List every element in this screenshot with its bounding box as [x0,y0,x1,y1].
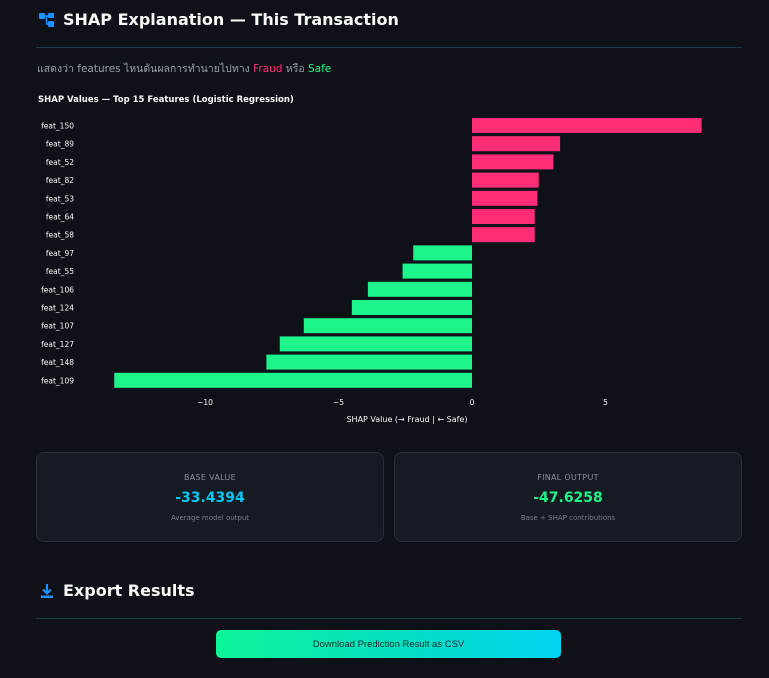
download-csv-button[interactable]: Download Prediction Result as CSV [216,630,561,658]
y-tick-label: feat_124 [41,304,74,313]
export-section-header: Export Results [38,581,195,600]
bar-feat_82 [472,172,539,188]
bar-feat_52 [472,154,554,170]
subtitle-prefix: แสดงว่า features ไหนดันผลการทำนายไปทาง [37,63,254,75]
y-tick-label: feat_89 [46,140,74,149]
final-output-label: FINAL OUTPUT [537,473,599,482]
base-value-label: BASE VALUE [183,473,237,482]
y-tick-label: feat_150 [41,122,74,131]
shap-bar-chart: SHAP Values — Top 15 Features (Logistic … [38,95,702,424]
shap-subtitle: แสดงว่า features ไหนดันผลการทำนายไปทาง F… [37,60,331,77]
subtitle-fraud: Fraud [253,63,283,75]
shap-section-title: SHAP Explanation — This Transaction [63,10,399,29]
base-value-caption: Average model output [170,514,250,522]
chart-xlabel: SHAP Value (→ Fraud | ← Safe) [346,415,467,424]
bar-feat_107 [303,318,472,334]
bar-feat_58 [472,227,535,243]
y-tick-label: feat_55 [46,267,74,276]
divider [36,47,742,48]
final-output-card: FINAL OUTPUT -47.6258 Base + SHAP contri… [394,452,742,542]
download-icon [38,582,56,600]
x-tick-label: 0 [470,398,475,407]
subtitle-safe: Safe [308,63,332,75]
bar-feat_127 [279,336,472,352]
subtitle-mid: หรือ [282,63,309,75]
export-section-title: Export Results [63,581,195,600]
x-tick-label: −10 [197,398,213,407]
y-tick-label: feat_82 [46,176,74,185]
chart-title: SHAP Values — Top 15 Features (Logistic … [38,95,294,105]
bar-feat_150 [472,118,702,133]
x-tick-label: 5 [603,398,608,407]
bar-feat_53 [472,190,538,206]
bar-feat_55 [402,263,472,279]
bar-feat_89 [472,136,561,152]
bar-feat_148 [266,354,472,370]
base-value: -33.4394 [175,490,245,506]
divider [36,618,742,619]
base-value-card: BASE VALUE -33.4394 Average model output [36,452,384,542]
y-tick-label: feat_148 [41,358,74,367]
bar-feat_109 [114,372,472,388]
bar-feat_124 [351,300,472,315]
final-output-caption: Base + SHAP contributions [520,514,616,522]
final-output-value: -47.6258 [533,490,603,506]
network-icon [38,11,56,29]
shap-section-header: SHAP Explanation — This Transaction [38,10,399,29]
y-tick-label: feat_109 [41,376,74,385]
y-tick-label: feat_127 [41,340,74,349]
y-tick-label: feat_107 [41,322,74,331]
y-tick-label: feat_64 [46,213,74,222]
y-tick-label: feat_97 [46,249,74,258]
bar-feat_106 [367,281,472,297]
bar-feat_64 [472,209,535,224]
bar-feat_97 [413,245,472,261]
y-tick-label: feat_52 [46,158,74,167]
x-tick-label: −5 [333,398,344,407]
y-tick-label: feat_106 [41,285,74,294]
y-tick-label: feat_58 [46,231,74,240]
y-tick-label: feat_53 [46,194,74,203]
